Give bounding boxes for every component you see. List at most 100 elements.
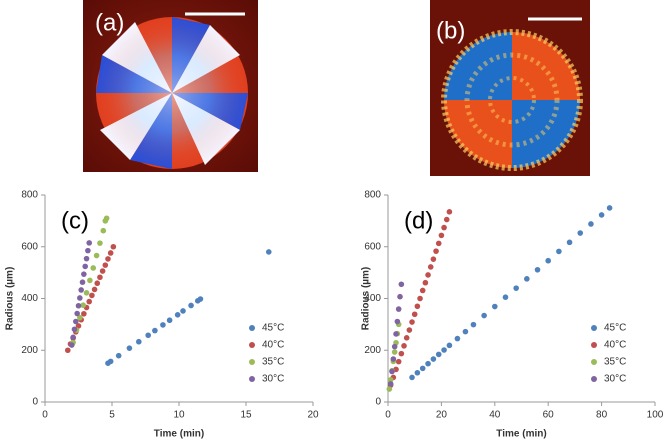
- point: [107, 250, 114, 256]
- point: [411, 311, 418, 318]
- point: [82, 263, 88, 270]
- point: [94, 280, 101, 287]
- point: [395, 358, 402, 365]
- point: [91, 286, 98, 293]
- point: [577, 230, 584, 236]
- legend-marker: [591, 359, 597, 365]
- point: [83, 290, 90, 296]
- point: [160, 322, 166, 328]
- x-tick-label: 100: [647, 410, 664, 421]
- point: [435, 351, 442, 358]
- y-tick-label: 600: [21, 241, 38, 252]
- point: [435, 240, 442, 247]
- point: [513, 285, 519, 291]
- point: [100, 227, 107, 234]
- point: [152, 327, 158, 334]
- point: [390, 356, 397, 362]
- legend-label: 45°C: [262, 323, 284, 334]
- legend-marker: [249, 325, 255, 331]
- point: [433, 248, 439, 254]
- point: [74, 310, 80, 317]
- x-tick-label: 15: [240, 410, 252, 421]
- legend-marker: [591, 342, 597, 348]
- point: [86, 298, 93, 305]
- point: [265, 249, 272, 255]
- point: [197, 296, 204, 302]
- point: [69, 342, 75, 348]
- point: [77, 314, 83, 321]
- point: [126, 345, 133, 351]
- point: [389, 368, 395, 375]
- point: [427, 264, 434, 270]
- point: [78, 287, 84, 293]
- point: [115, 352, 122, 359]
- point: [545, 257, 551, 264]
- point: [441, 224, 447, 231]
- point: [81, 310, 87, 317]
- point: [75, 302, 82, 309]
- point: [102, 262, 109, 268]
- point: [566, 239, 573, 246]
- legend-marker: [591, 325, 597, 331]
- y-tick-label: 400: [21, 293, 38, 304]
- point: [107, 358, 114, 365]
- point: [174, 312, 181, 318]
- point: [70, 334, 76, 341]
- point: [75, 323, 82, 329]
- legend-marker: [249, 342, 255, 348]
- point: [425, 272, 431, 278]
- point: [87, 277, 93, 284]
- x-axis-label: Time (min): [496, 429, 546, 440]
- legend-marker: [591, 376, 597, 382]
- legend-label: 40°C: [604, 340, 626, 351]
- point: [73, 318, 79, 325]
- point: [481, 312, 487, 319]
- point: [422, 279, 429, 286]
- point: [188, 302, 194, 309]
- point: [79, 279, 86, 285]
- point: [391, 349, 398, 355]
- point: [166, 317, 173, 324]
- point: [446, 342, 453, 349]
- point: [606, 205, 613, 211]
- legend-label: 35°C: [604, 357, 626, 368]
- point: [409, 374, 415, 381]
- point: [110, 243, 117, 250]
- x-tick-label: 60: [543, 410, 555, 421]
- point: [77, 295, 83, 301]
- point: [401, 343, 407, 349]
- point: [395, 306, 402, 312]
- legend-label: 45°C: [604, 323, 626, 334]
- legend-marker: [249, 376, 255, 382]
- point: [409, 319, 415, 325]
- point: [430, 356, 437, 362]
- x-tick-label: 0: [385, 410, 391, 421]
- micrograph-a: (a): [83, 0, 258, 172]
- point: [86, 240, 93, 246]
- x-tick-label: 20: [307, 410, 319, 421]
- point: [406, 327, 413, 333]
- point: [588, 221, 594, 227]
- micrograph-b: (b): [430, 0, 590, 176]
- point: [462, 328, 469, 335]
- point: [83, 255, 90, 262]
- point: [393, 331, 399, 337]
- point: [145, 332, 151, 339]
- panel-label: (c): [61, 207, 89, 234]
- point: [103, 215, 110, 222]
- point: [136, 338, 142, 345]
- point: [71, 326, 78, 333]
- x-tick-label: 80: [596, 410, 608, 421]
- point: [397, 293, 403, 300]
- point: [524, 276, 530, 282]
- legend-label: 30°C: [262, 374, 284, 385]
- y-tick-label: 0: [32, 397, 38, 408]
- point: [454, 335, 461, 342]
- point: [387, 376, 394, 383]
- point: [89, 292, 95, 299]
- point: [443, 216, 450, 223]
- y-axis-label: Radious (µm): [361, 267, 372, 331]
- point: [387, 381, 394, 387]
- y-tick-label: 0: [375, 397, 381, 408]
- point: [99, 268, 106, 274]
